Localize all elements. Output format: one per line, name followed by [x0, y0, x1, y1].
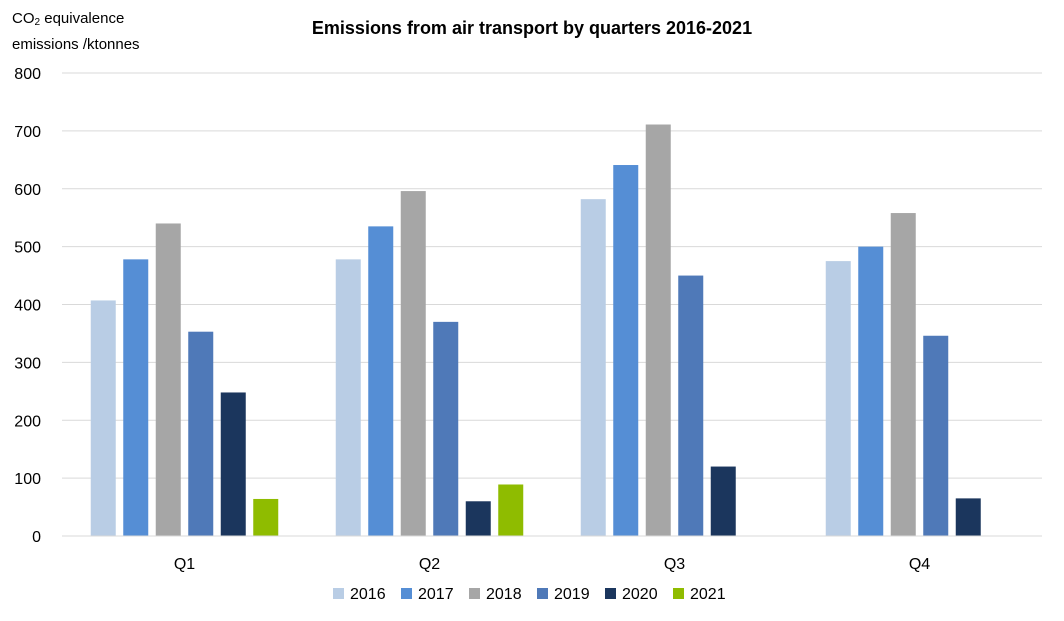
y-axis-label-line1: CO2 equivalence	[12, 10, 125, 28]
legend-swatch-2017	[401, 588, 412, 599]
chart-title: Emissions from air transport by quarters…	[311, 18, 753, 38]
bar-q2-2020	[465, 501, 491, 536]
bar-q3-2016	[580, 199, 606, 537]
bar-q1-2019	[188, 331, 214, 536]
x-tick-label: Q3	[664, 556, 685, 573]
legend-label-2016: 2016	[350, 586, 386, 603]
bar-q2-2019	[433, 321, 459, 536]
bar-q2-2016	[335, 259, 361, 536]
bar-q2-2018	[400, 191, 426, 536]
y-tick-label: 500	[14, 240, 41, 257]
bar-q3-2020	[710, 466, 736, 536]
x-tick-label: Q1	[174, 556, 195, 573]
legend-label-2019: 2019	[554, 586, 590, 603]
legend-label-2021: 2021	[690, 586, 726, 603]
legend-label-2017: 2017	[418, 586, 454, 603]
legend-label-2018: 2018	[486, 586, 522, 603]
bar-q4-2017	[858, 246, 884, 536]
y-tick-label: 200	[14, 413, 41, 430]
bar-q2-2021	[498, 484, 524, 536]
y-tick-label: 400	[14, 298, 41, 315]
legend-swatch-2021	[673, 588, 684, 599]
bar-q3-2019	[678, 275, 704, 536]
bar-q4-2018	[890, 213, 916, 536]
legend-swatch-2018	[469, 588, 480, 599]
y-axis-label: CO2 equivalence emissions /ktonnes	[12, 8, 140, 56]
y-axis-label-line2: emissions /ktonnes	[12, 36, 140, 53]
bar-q3-2017	[613, 165, 639, 537]
y-tick-label: 0	[32, 529, 41, 546]
bar-q4-2020	[955, 498, 981, 536]
y-tick-label: 600	[14, 182, 41, 199]
bar-q1-2016	[90, 300, 116, 536]
bar-q4-2019	[923, 335, 949, 536]
legend-swatch-2020	[605, 588, 616, 599]
y-tick-label: 100	[14, 471, 41, 488]
bar-q2-2017	[368, 226, 394, 536]
bar-q1-2018	[155, 223, 181, 536]
bar-q1-2017	[123, 259, 149, 536]
legend-swatch-2016	[333, 588, 344, 599]
bar-q1-2020	[220, 392, 246, 536]
legend-label-2020: 2020	[622, 586, 658, 603]
y-tick-label: 800	[14, 66, 41, 83]
y-tick-label: 700	[14, 124, 41, 141]
x-tick-label: Q4	[909, 556, 930, 573]
bar-q4-2016	[825, 261, 851, 536]
legend-swatch-2019	[537, 588, 548, 599]
bar-q1-2021	[253, 498, 279, 536]
y-tick-label: 300	[14, 355, 41, 372]
x-tick-label: Q2	[419, 556, 440, 573]
bar-q3-2018	[645, 124, 671, 536]
